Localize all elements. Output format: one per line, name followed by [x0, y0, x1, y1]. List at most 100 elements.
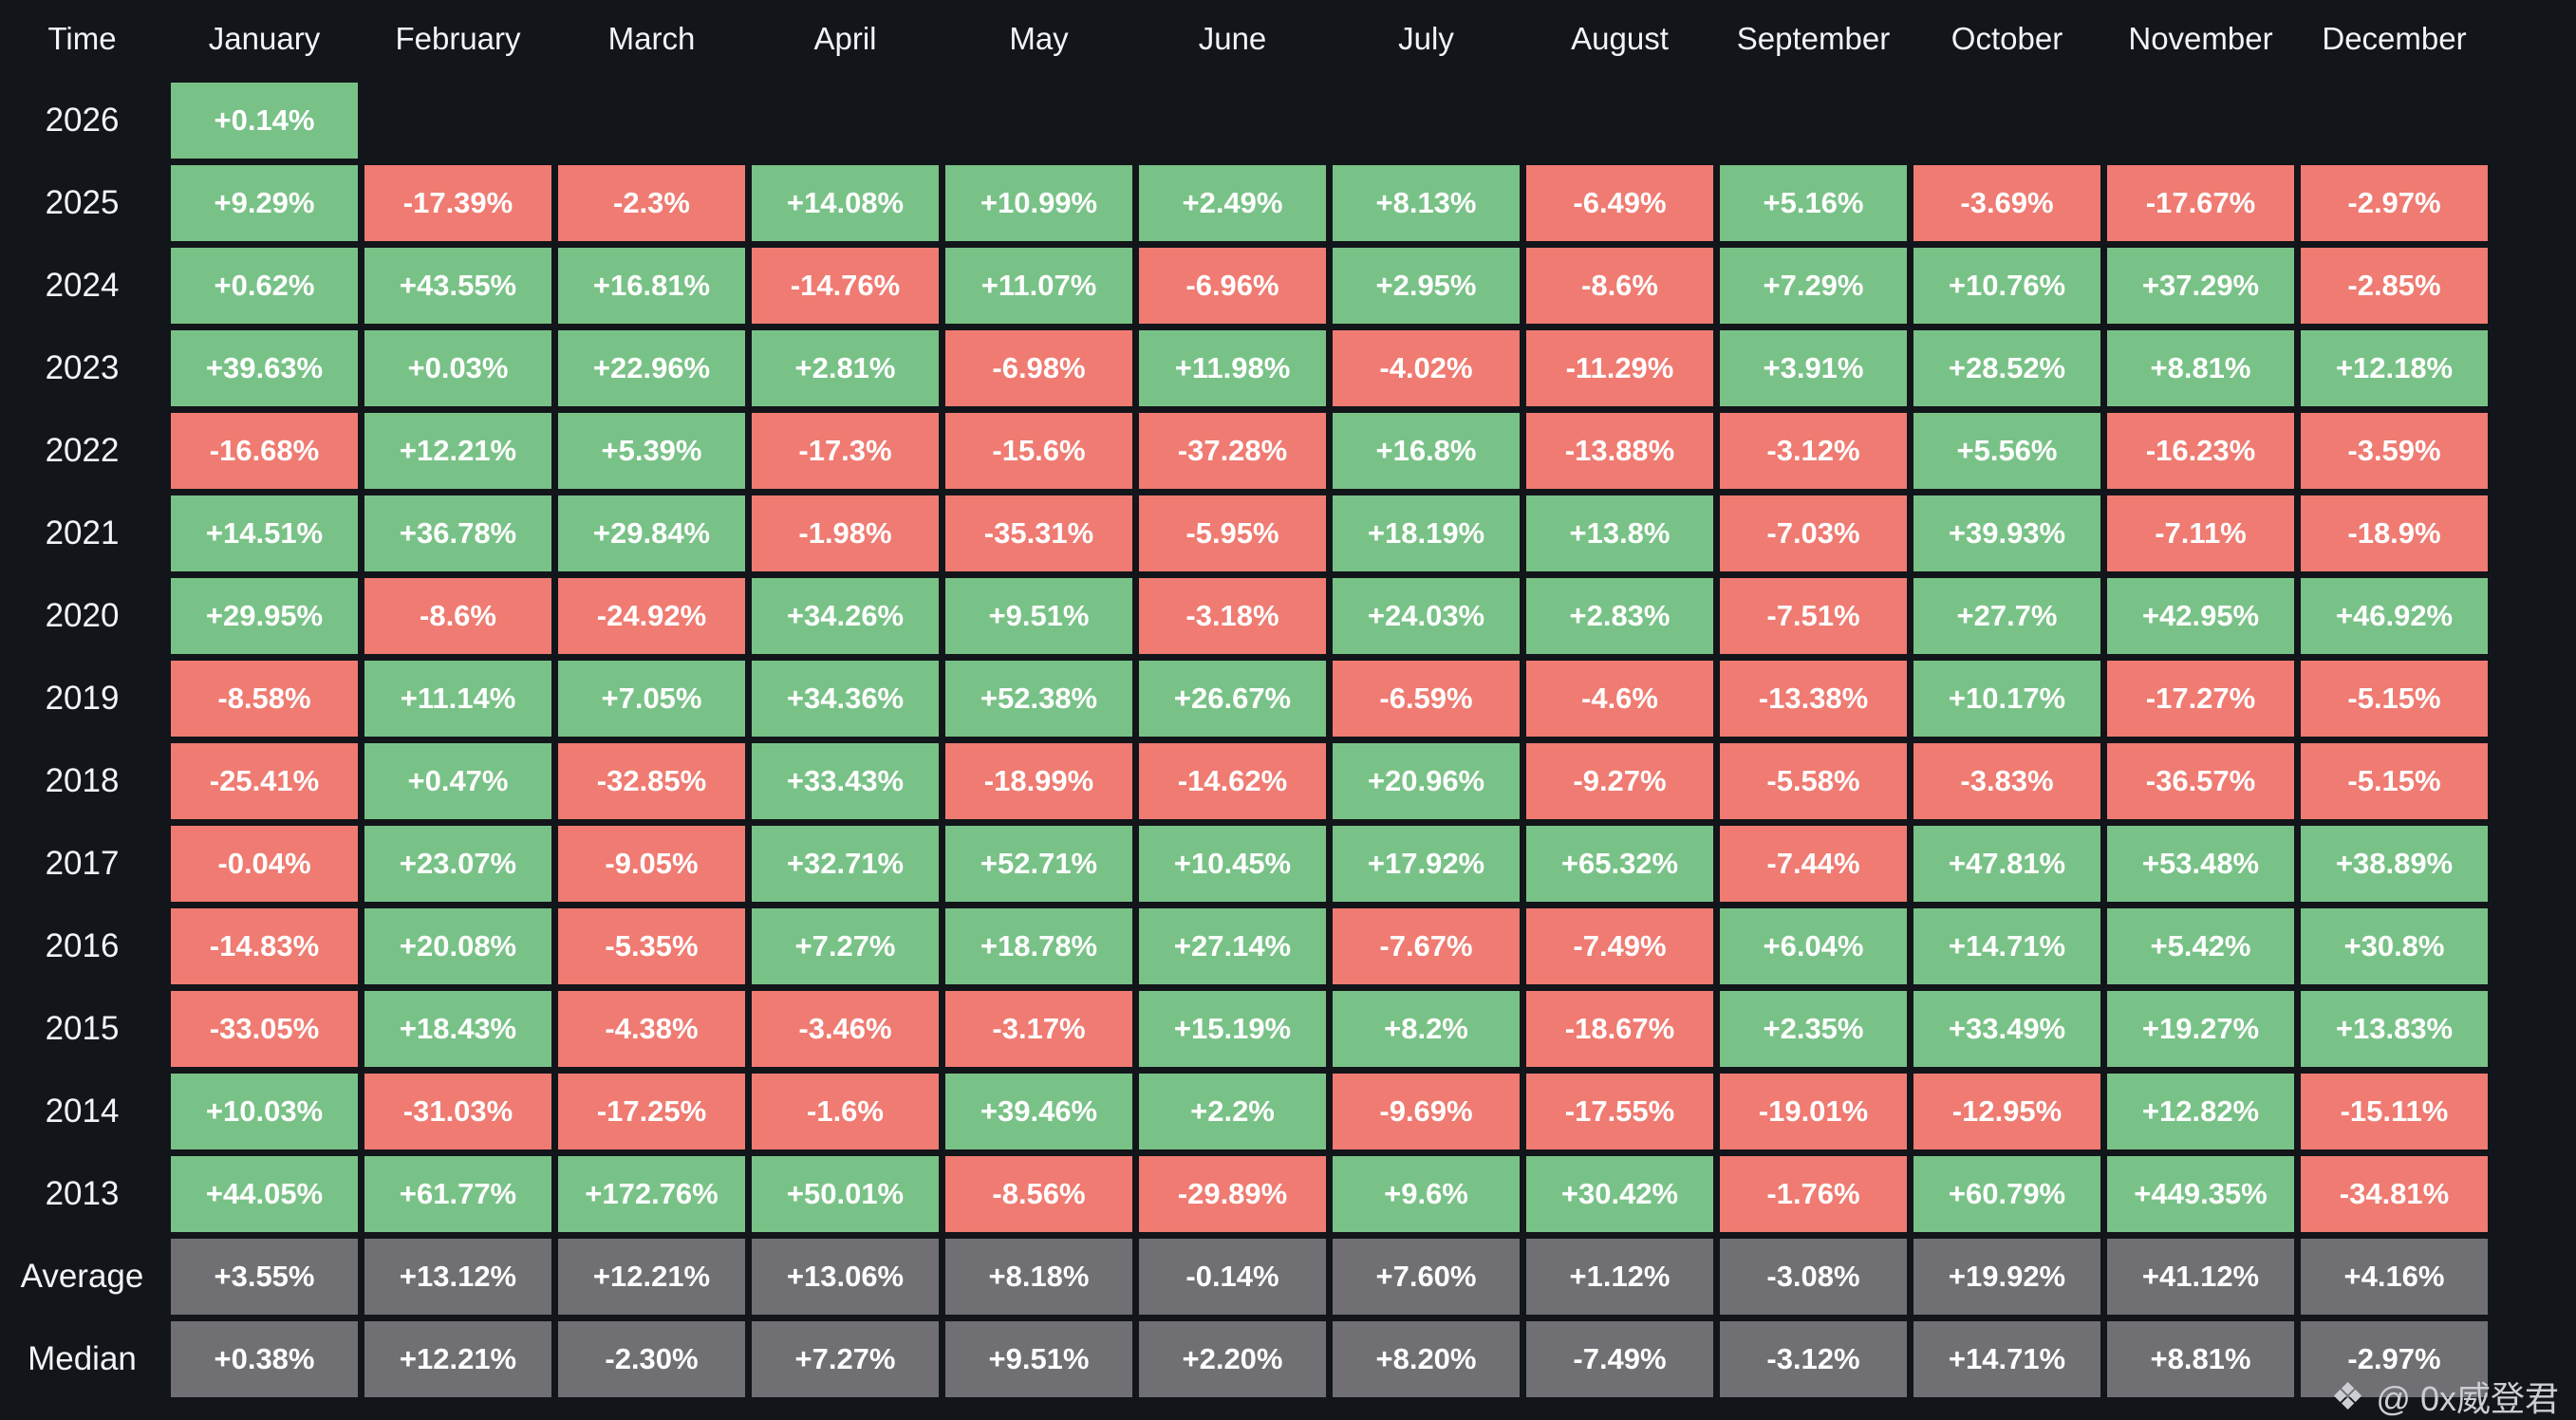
cell-2020-september: -7.51% — [1720, 578, 1907, 654]
cell-2014-september: -19.01% — [1720, 1074, 1907, 1149]
cell-median-october: +14.71% — [1913, 1321, 2100, 1397]
binance-logo-icon: ❖ — [2330, 1376, 2365, 1418]
cell-2015-april: -3.46% — [752, 991, 939, 1067]
cell-2014-december: -15.11% — [2301, 1074, 2488, 1149]
cell-2020-march: -24.92% — [558, 578, 745, 654]
cell-2024-april: -14.76% — [752, 248, 939, 324]
cell-2016-march: -5.35% — [558, 908, 745, 984]
cell-2026-march-empty — [558, 83, 745, 159]
cell-2018-september: -5.58% — [1720, 743, 1907, 819]
cell-2025-december: -2.97% — [2301, 165, 2488, 241]
cell-2018-april: +33.43% — [752, 743, 939, 819]
cell-2019-june: +26.67% — [1139, 661, 1326, 737]
cell-2022-september: -3.12% — [1720, 413, 1907, 489]
cell-2016-november: +5.42% — [2107, 908, 2294, 984]
row-label-2020: 2020 — [45, 597, 120, 634]
cell-2018-january: -25.41% — [171, 743, 358, 819]
cell-2020-december: +46.92% — [2301, 578, 2488, 654]
cell-2016-january: -14.83% — [171, 908, 358, 984]
cell-average-november: +41.12% — [2107, 1239, 2294, 1315]
cell-2023-february: +0.03% — [364, 330, 551, 406]
cell-2013-july: +9.6% — [1333, 1156, 1520, 1232]
row-label-2018: 2018 — [45, 762, 120, 799]
cell-2013-august: +30.42% — [1526, 1156, 1713, 1232]
cell-2023-may: -6.98% — [945, 330, 1132, 406]
cell-2017-may: +52.71% — [945, 826, 1132, 902]
cell-2018-june: -14.62% — [1139, 743, 1326, 819]
cell-2021-august: +13.8% — [1526, 495, 1713, 571]
cell-2014-march: -17.25% — [558, 1074, 745, 1149]
cell-2013-october: +60.79% — [1913, 1156, 2100, 1232]
cell-2018-march: -32.85% — [558, 743, 745, 819]
cell-2021-november: -7.11% — [2107, 495, 2294, 571]
cell-2024-september: +7.29% — [1720, 248, 1907, 324]
column-header-december: December — [2322, 21, 2467, 56]
cell-median-july: +8.20% — [1333, 1321, 1520, 1397]
cell-2013-november: +449.35% — [2107, 1156, 2294, 1232]
cell-2024-august: -8.6% — [1526, 248, 1713, 324]
cell-2025-august: -6.49% — [1526, 165, 1713, 241]
cell-2023-march: +22.96% — [558, 330, 745, 406]
row-label-2025: 2025 — [45, 184, 120, 221]
cell-median-january: +0.38% — [171, 1321, 358, 1397]
cell-2015-september: +2.35% — [1720, 991, 1907, 1067]
cell-2024-march: +16.81% — [558, 248, 745, 324]
cell-2022-may: -15.6% — [945, 413, 1132, 489]
cell-2026-may-empty — [945, 83, 1132, 159]
row-label-2023: 2023 — [45, 349, 120, 386]
cell-2014-july: -9.69% — [1333, 1074, 1520, 1149]
cell-2016-june: +27.14% — [1139, 908, 1326, 984]
cell-median-september: -3.12% — [1720, 1321, 1907, 1397]
cell-2015-january: -33.05% — [171, 991, 358, 1067]
cell-2017-january: -0.04% — [171, 826, 358, 902]
column-header-november: November — [2128, 21, 2273, 56]
cell-average-april: +13.06% — [752, 1239, 939, 1315]
cell-2025-may: +10.99% — [945, 165, 1132, 241]
cell-2024-february: +43.55% — [364, 248, 551, 324]
row-label-2014: 2014 — [45, 1093, 120, 1130]
cell-2015-october: +33.49% — [1913, 991, 2100, 1067]
row-label-2013: 2013 — [45, 1175, 120, 1212]
cell-2014-june: +2.2% — [1139, 1074, 1326, 1149]
cell-2020-july: +24.03% — [1333, 578, 1520, 654]
cell-2019-may: +52.38% — [945, 661, 1132, 737]
cell-2014-november: +12.82% — [2107, 1074, 2294, 1149]
cell-2013-april: +50.01% — [752, 1156, 939, 1232]
cell-2023-july: -4.02% — [1333, 330, 1520, 406]
cell-2026-june-empty — [1139, 83, 1326, 159]
cell-2018-october: -3.83% — [1913, 743, 2100, 819]
cell-2013-march: +172.76% — [558, 1156, 745, 1232]
column-header-august: August — [1571, 21, 1669, 56]
cell-2025-september: +5.16% — [1720, 165, 1907, 241]
cell-2025-march: -2.3% — [558, 165, 745, 241]
cell-2021-september: -7.03% — [1720, 495, 1907, 571]
cell-2021-february: +36.78% — [364, 495, 551, 571]
cell-2026-february-empty — [364, 83, 551, 159]
cell-average-august: +1.12% — [1526, 1239, 1713, 1315]
cell-2026-april-empty — [752, 83, 939, 159]
cell-2018-may: -18.99% — [945, 743, 1132, 819]
cell-2020-november: +42.95% — [2107, 578, 2294, 654]
cell-2016-april: +7.27% — [752, 908, 939, 984]
cell-2023-october: +28.52% — [1913, 330, 2100, 406]
cell-2015-august: -18.67% — [1526, 991, 1713, 1067]
cell-2019-december: -5.15% — [2301, 661, 2488, 737]
cell-2022-june: -37.28% — [1139, 413, 1326, 489]
cell-2013-january: +44.05% — [171, 1156, 358, 1232]
cell-2019-august: -4.6% — [1526, 661, 1713, 737]
cell-2020-april: +34.26% — [752, 578, 939, 654]
row-label-2021: 2021 — [45, 514, 120, 551]
cell-2017-september: -7.44% — [1720, 826, 1907, 902]
cell-average-december: +4.16% — [2301, 1239, 2488, 1315]
cell-2017-march: -9.05% — [558, 826, 745, 902]
column-header-june: June — [1198, 21, 1267, 56]
cell-2014-april: -1.6% — [752, 1074, 939, 1149]
cell-average-may: +8.18% — [945, 1239, 1132, 1315]
watermark: ❖ @ 0x威登君 — [2330, 1376, 2559, 1418]
cell-2022-march: +5.39% — [558, 413, 745, 489]
cell-2016-july: -7.67% — [1333, 908, 1520, 984]
cell-2018-july: +20.96% — [1333, 743, 1520, 819]
cell-2020-october: +27.7% — [1913, 578, 2100, 654]
cell-2021-june: -5.95% — [1139, 495, 1326, 571]
cell-2026-september-empty — [1720, 83, 1907, 159]
